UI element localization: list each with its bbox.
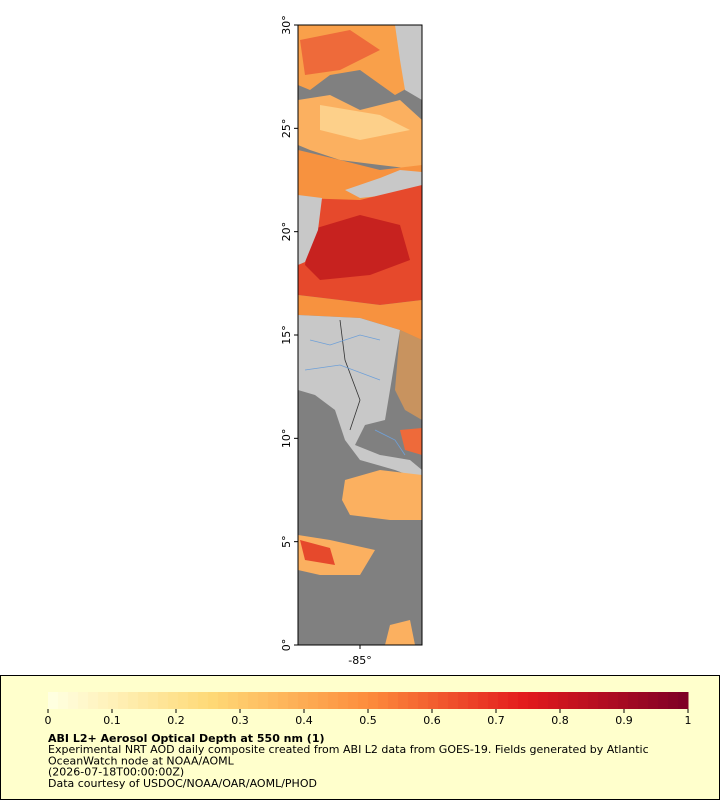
colorbar-tick-label: 0.5 — [359, 714, 377, 727]
colorbar-segment — [378, 692, 389, 709]
colorbar-segment — [518, 692, 529, 709]
legend-title: ABI L2+ Aerosol Optical Depth at 550 nm … — [48, 732, 325, 745]
colorbar-segment — [488, 692, 499, 709]
colorbar-segment — [198, 692, 209, 709]
colorbar-segment — [188, 692, 199, 709]
y-tick-label: 30° — [280, 15, 293, 35]
colorbar-segment — [528, 692, 539, 709]
colorbar-segment — [138, 692, 149, 709]
x-tick-label: -85° — [348, 654, 371, 667]
colorbar-segment — [158, 692, 169, 709]
colorbar-segment — [348, 692, 359, 709]
colorbar-segment — [468, 692, 479, 709]
colorbar-segment — [368, 692, 379, 709]
colorbar-segment — [218, 692, 229, 709]
colorbar-segment — [308, 692, 319, 709]
colorbar-tick-label: 0.2 — [167, 714, 185, 727]
y-tick-label: 15° — [280, 325, 293, 345]
colorbar-segment — [298, 692, 309, 709]
colorbar-segment — [678, 692, 689, 709]
colorbar-segment — [628, 692, 639, 709]
colorbar-segment — [48, 692, 59, 709]
colorbar-segment — [128, 692, 139, 709]
colorbar-segment — [358, 692, 369, 709]
colorbar-segment — [618, 692, 629, 709]
colorbar-segment — [148, 692, 159, 709]
legend-line: Data courtesy of USDOC/NOAA/OAR/AOML/PHO… — [48, 777, 317, 790]
colorbar-segment — [238, 692, 249, 709]
colorbar-segment — [228, 692, 239, 709]
y-tick-label: 20° — [280, 222, 293, 242]
colorbar-segment — [248, 692, 259, 709]
y-tick-label: 0° — [280, 639, 293, 652]
colorbar-segment — [638, 692, 649, 709]
colorbar-segment — [568, 692, 579, 709]
colorbar-segment — [588, 692, 599, 709]
colorbar-segment — [68, 692, 79, 709]
colorbar-segment — [328, 692, 339, 709]
colorbar-segment — [268, 692, 279, 709]
y-tick-label: 5° — [280, 535, 293, 548]
colorbar-segment — [258, 692, 269, 709]
colorbar-tick-label: 1 — [685, 714, 692, 727]
legend-line: OceanWatch node at NOAA/AOML — [48, 754, 235, 767]
colorbar-segment — [78, 692, 89, 709]
colorbar-segment — [658, 692, 669, 709]
colorbar-segment — [448, 692, 459, 709]
colorbar-segment — [318, 692, 329, 709]
colorbar-segment — [428, 692, 439, 709]
colorbar-segment — [178, 692, 189, 709]
colorbar-segment — [288, 692, 299, 709]
colorbar-tick-label: 0.3 — [231, 714, 249, 727]
colorbar-segment — [408, 692, 419, 709]
colorbar-tick-label: 0.9 — [615, 714, 633, 727]
colorbar-tick-label: 0 — [45, 714, 52, 727]
colorbar-tick-label: 0.8 — [551, 714, 569, 727]
colorbar-segment — [88, 692, 99, 709]
legend-line: Experimental NRT AOD daily composite cre… — [48, 743, 649, 756]
colorbar-segment — [168, 692, 179, 709]
colorbar-segment — [548, 692, 559, 709]
colorbar-segment — [508, 692, 519, 709]
colorbar-segment — [478, 692, 489, 709]
colorbar-segment — [388, 692, 399, 709]
colorbar-segment — [458, 692, 469, 709]
legend-line: (2026-07-18T00:00:00Z) — [48, 766, 184, 779]
y-tick-label: 25° — [280, 119, 293, 139]
colorbar-segment — [418, 692, 429, 709]
colorbar-segment — [398, 692, 409, 709]
colorbar-segment — [598, 692, 609, 709]
colorbar-segment — [608, 692, 619, 709]
colorbar-segment — [278, 692, 289, 709]
colorbar-segment — [58, 692, 69, 709]
colorbar-segment — [538, 692, 549, 709]
colorbar-segment — [338, 692, 349, 709]
colorbar-tick-label: 0.7 — [487, 714, 505, 727]
colorbar-segment — [668, 692, 679, 709]
colorbar-tick-label: 0.4 — [295, 714, 313, 727]
colorbar-segment — [208, 692, 219, 709]
colorbar-segment — [438, 692, 449, 709]
colorbar-segment — [558, 692, 569, 709]
colorbar-segment — [498, 692, 509, 709]
colorbar-tick-label: 0.6 — [423, 714, 441, 727]
y-tick-label: 10° — [280, 429, 293, 449]
map-image — [298, 25, 422, 645]
colorbar-segment — [578, 692, 589, 709]
colorbar-segment — [648, 692, 659, 709]
colorbar-tick-label: 0.1 — [103, 714, 121, 727]
colorbar-segment — [118, 692, 129, 709]
colorbar-segment — [108, 692, 119, 709]
colorbar-segment — [98, 692, 109, 709]
